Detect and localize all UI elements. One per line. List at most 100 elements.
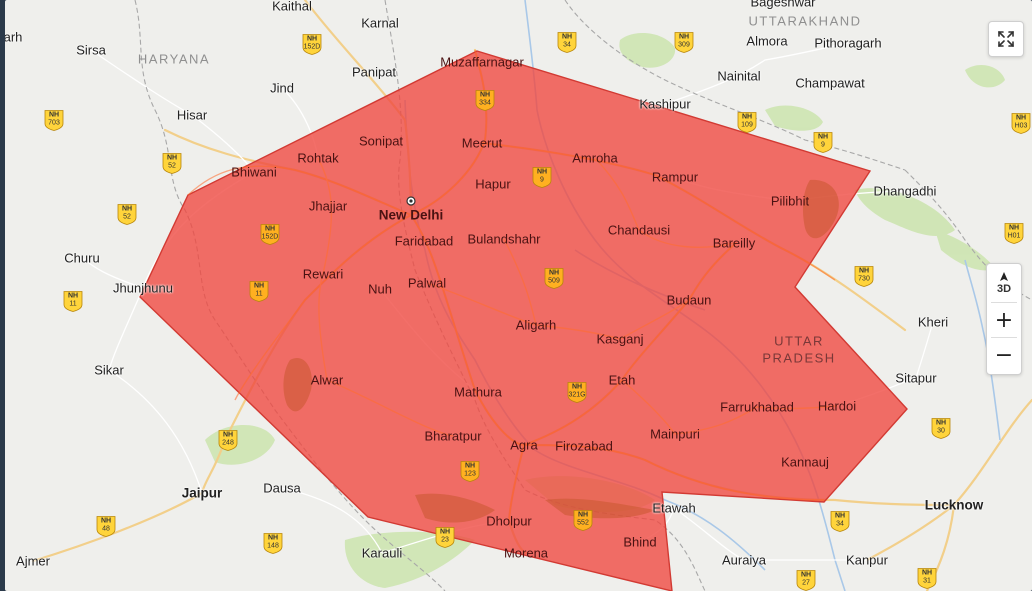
city-label: Jhajjar bbox=[308, 198, 348, 214]
shield-prefix: NH bbox=[921, 569, 933, 577]
map-view[interactable]: HARYANA UTTARAKHAND UTTAR PRADESH NH 152D NH 3… bbox=[5, 0, 1032, 591]
highway-shield: NH 730 bbox=[854, 265, 874, 288]
shield-icon bbox=[544, 268, 564, 289]
highway-shield: NH H03 bbox=[1011, 112, 1031, 135]
map-base-layer bbox=[31, 0, 1032, 591]
city-label: Dausa bbox=[263, 480, 301, 496]
zoom-out-label: − bbox=[994, 342, 1014, 368]
shield-number: 23 bbox=[441, 536, 449, 544]
region-label: UTTARAKHAND bbox=[748, 13, 862, 29]
shield-prefix: NH bbox=[48, 111, 60, 119]
city-label: Pilibhit bbox=[770, 193, 810, 209]
shield-icon bbox=[1004, 223, 1024, 244]
shield-icon bbox=[44, 110, 64, 131]
city-label: Hapur bbox=[475, 176, 511, 192]
highway-shield: NH 52 bbox=[117, 203, 137, 226]
shield-number: 152D bbox=[303, 43, 321, 51]
city-label: Palwal bbox=[407, 275, 447, 291]
shield-number: 34 bbox=[563, 41, 571, 49]
shield-number: 52 bbox=[168, 162, 176, 170]
shield-number: 123 bbox=[464, 470, 476, 478]
control-divider bbox=[991, 337, 1017, 338]
highway-shield: NH 552 bbox=[573, 509, 593, 532]
highway-shield: NH 509 bbox=[544, 267, 564, 290]
shield-prefix: NH bbox=[561, 33, 573, 41]
shield-icon bbox=[854, 266, 874, 287]
city-label: Kasganj bbox=[596, 331, 644, 347]
protected-areas bbox=[283, 179, 839, 523]
zoom-out-button[interactable]: − bbox=[987, 338, 1021, 372]
shield-icon bbox=[96, 516, 116, 537]
highway-shield: NH 309 bbox=[674, 31, 694, 54]
fullscreen-button[interactable] bbox=[988, 21, 1024, 57]
city-label: Bhind bbox=[623, 534, 657, 550]
tilt-3d-label: 3D bbox=[996, 283, 1012, 295]
tilt-3d-button[interactable]: 3D bbox=[987, 264, 1021, 302]
highway-shield: NH 11 bbox=[249, 280, 269, 303]
highway-shield: NH 31 bbox=[917, 567, 937, 590]
shield-prefix: NH bbox=[935, 419, 947, 427]
city-label: Bhiwani bbox=[231, 164, 277, 180]
shield-number: 31 bbox=[923, 577, 931, 585]
shield-prefix: NH bbox=[548, 269, 560, 277]
zoom-in-button[interactable]: + bbox=[987, 303, 1021, 337]
shield-prefix: NH bbox=[121, 205, 133, 213]
shield-icon bbox=[931, 418, 951, 439]
city-label: Bulandshahr bbox=[467, 231, 541, 247]
shield-prefix: NH bbox=[267, 534, 279, 542]
city-label: Nuh bbox=[368, 281, 392, 297]
city-label: Sitapur bbox=[895, 370, 937, 386]
city-label: Farrukhabad bbox=[720, 399, 794, 415]
shield-prefix: NH bbox=[464, 462, 476, 470]
shield-icon bbox=[567, 382, 587, 403]
shield-prefix: NH bbox=[741, 113, 753, 121]
city-label: Mainpuri bbox=[650, 426, 700, 442]
highway-shield: NH 34 bbox=[557, 31, 577, 54]
shield-number: H01 bbox=[1007, 232, 1021, 240]
shield-prefix: NH bbox=[800, 571, 812, 579]
city-label: Muzaffarnagar bbox=[440, 54, 524, 70]
city-label: Bageshwar bbox=[750, 0, 816, 10]
city-label: Panipat bbox=[351, 64, 397, 80]
city-label: Sirsa bbox=[76, 42, 106, 58]
shield-number: 27 bbox=[802, 579, 810, 587]
shield-number: 730 bbox=[858, 275, 870, 283]
city-label: Chandausi bbox=[607, 222, 671, 238]
city-label: Budaun bbox=[666, 292, 712, 308]
highway-shield: NH 52 bbox=[162, 152, 182, 175]
city-label: Lucknow bbox=[924, 497, 984, 513]
shield-prefix: NH bbox=[1008, 224, 1020, 232]
highway-shield: NH H01 bbox=[1004, 222, 1024, 245]
shield-prefix: NH bbox=[253, 282, 265, 290]
expand-icon bbox=[998, 31, 1014, 47]
city-label: Kheri bbox=[917, 314, 949, 330]
highway-shield: NH 334 bbox=[475, 89, 495, 112]
highway-shield: NH 703 bbox=[44, 109, 64, 132]
highway-shield: NH 23 bbox=[435, 526, 455, 549]
city-label: arh bbox=[5, 29, 23, 45]
shield-icon bbox=[1011, 113, 1031, 134]
highway-shield: NH 9 bbox=[532, 166, 552, 189]
shield-icon bbox=[263, 533, 283, 554]
region-label: HARYANA bbox=[137, 51, 211, 67]
city-label: Kannauj bbox=[781, 454, 829, 470]
city-label: Agra bbox=[510, 437, 538, 453]
shield-prefix: NH bbox=[100, 517, 112, 525]
shield-prefix: NH bbox=[858, 267, 870, 275]
shield-number: H03 bbox=[1014, 122, 1028, 130]
city-label: Rohtak bbox=[297, 150, 339, 166]
city-label: Meerut bbox=[461, 135, 503, 151]
city-label: Sonipat bbox=[358, 133, 404, 149]
city-label: Dholpur bbox=[486, 513, 532, 529]
city-label: Etawah bbox=[652, 500, 696, 516]
shield-number: 52 bbox=[123, 213, 131, 221]
shield-number: 152D bbox=[261, 233, 279, 241]
shield-prefix: NH bbox=[571, 383, 583, 391]
shield-icon bbox=[117, 204, 137, 225]
shield-prefix: NH bbox=[834, 512, 846, 520]
shield-number: 248 bbox=[222, 439, 234, 447]
highway-shield: NH 248 bbox=[218, 429, 238, 452]
shield-icon bbox=[302, 34, 322, 55]
city-label: Rampur bbox=[651, 169, 699, 185]
shield-prefix: NH bbox=[577, 511, 589, 519]
